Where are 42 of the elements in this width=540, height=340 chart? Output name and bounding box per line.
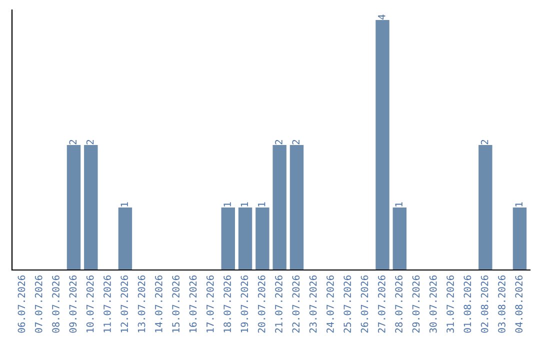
x-tick-label: 30.07.2026: [429, 275, 437, 333]
x-tick-label: 16.07.2026: [189, 275, 197, 332]
data-label: 2: [275, 140, 282, 144]
data-label: 1: [515, 202, 522, 206]
x-tick-label: 18.07.2026: [224, 275, 231, 332]
x-tick-label: 25.07.2026: [344, 275, 352, 333]
x-tick-label: 07.07.2026: [34, 275, 42, 333]
x-tick-label: 23.07.2026: [309, 275, 317, 333]
x-tick-label: 09.07.2026: [69, 275, 77, 333]
x-tick-label: 31.07.2026: [446, 275, 454, 333]
x-tick-label: 01.08.2026: [464, 275, 472, 333]
data-label: 2: [86, 140, 94, 144]
x-tick-label: 08.07.2026: [52, 275, 60, 333]
data-label: 2: [69, 140, 76, 144]
x-tick-label: 26.07.2026: [360, 275, 368, 333]
x-tick-label: 19.07.2026: [240, 275, 248, 332]
data-label: 1: [240, 202, 248, 206]
x-tick-label: 14.07.2026: [155, 275, 162, 332]
x-tick-label: 29.07.2026: [412, 275, 420, 333]
x-tick-label: 02.08.2026: [480, 275, 488, 333]
x-tick-label: 06.07.2026: [18, 275, 26, 333]
x-tick-label: 28.07.2026: [395, 275, 402, 333]
x-tick-label: 17.07.2026: [206, 275, 214, 332]
data-label: 1: [395, 202, 402, 206]
x-tick-label: 20.07.2026: [258, 275, 266, 333]
x-tick-label: 03.08.2026: [498, 275, 506, 333]
data-label: 2: [480, 140, 488, 144]
x-tick-label: 24.07.2026: [326, 275, 334, 333]
x-tick-label: 04.08.2026: [515, 275, 523, 333]
x-tick-label: 27.07.2026: [378, 275, 386, 333]
data-label: 1: [224, 202, 231, 206]
x-tick-label: 21.07.2026: [275, 275, 282, 333]
x-tick-label: 12.07.2026: [120, 275, 128, 332]
data-label: 4: [378, 14, 386, 20]
x-tick-label: 11.07.2026: [104, 275, 111, 332]
data-label: 1: [258, 202, 266, 206]
x-tick-label: 15.07.2026: [172, 275, 180, 332]
x-tick-label: 22.07.2026: [292, 275, 300, 333]
x-tick-label: 10.07.2026: [86, 275, 94, 332]
data-label: 1: [120, 202, 128, 206]
x-tick-label: 13.07.2026: [138, 275, 146, 332]
data-label: 2: [292, 140, 300, 144]
